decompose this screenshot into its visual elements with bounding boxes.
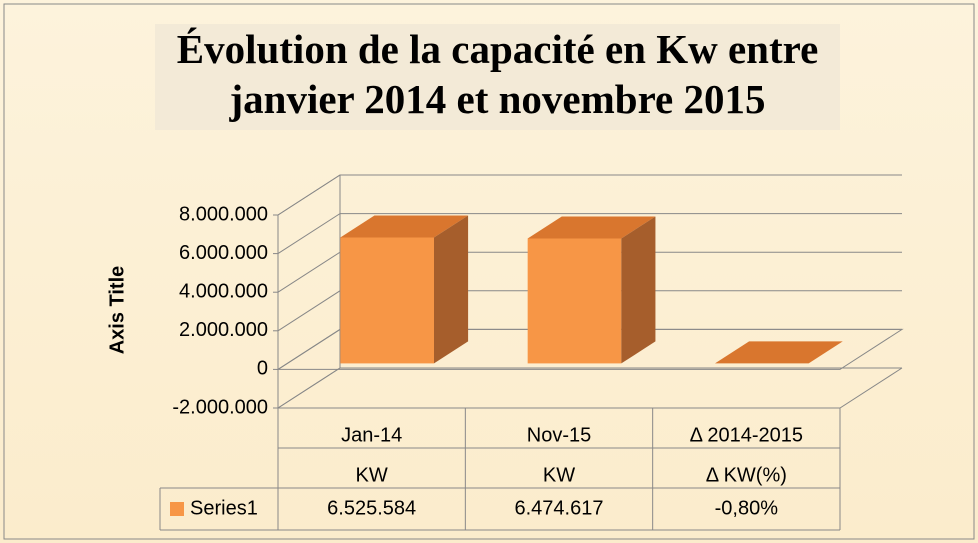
legend-swatch: [170, 502, 184, 516]
x-tick-label: Jan-14: [341, 424, 402, 446]
bar: [340, 215, 469, 364]
chart-border: [3, 3, 975, 540]
x-tick-sublabel: Δ KW(%): [706, 464, 787, 486]
bar-top: [527, 216, 656, 239]
bar-front: [527, 238, 622, 364]
y-tick-label: 8.000.000: [179, 203, 268, 225]
y-tick-label: 0: [257, 358, 268, 380]
grid-line: [277, 367, 902, 409]
floor-front: [278, 367, 903, 409]
data-label: 6.474.617: [515, 497, 604, 519]
y-tick-label: -2.000.000: [172, 396, 268, 418]
grid-line: [277, 174, 902, 216]
y-tick-label: 4.000.000: [179, 280, 268, 302]
x-tick-sublabel: KW: [356, 464, 388, 486]
x-tick-label: Δ 2014-2015: [690, 424, 803, 446]
bar: [527, 216, 656, 364]
bar-side: [434, 215, 469, 364]
bar-top: [715, 341, 843, 364]
x-tick-sublabel: KW: [543, 464, 575, 486]
grid-line: [277, 290, 902, 332]
y-tick-label: 2.000.000: [179, 319, 268, 341]
legend-label: Series1: [190, 497, 258, 519]
x-tick-label: Nov-15: [527, 424, 591, 446]
bar-front: [340, 237, 434, 364]
bar: [715, 341, 843, 364]
bar-side: [621, 216, 656, 364]
grid-line: [277, 251, 902, 293]
bar-top: [340, 215, 469, 238]
floor: [276, 328, 904, 370]
data-label: 6.525.584: [327, 497, 416, 519]
chart-title: Évolution de la capacité en Kw entre jan…: [155, 24, 840, 130]
data-label: -0,80%: [715, 497, 779, 519]
y-axis-title: Axis Title: [106, 266, 128, 355]
grid-line: [277, 213, 902, 255]
y-tick-label: 6.000.000: [179, 242, 268, 264]
